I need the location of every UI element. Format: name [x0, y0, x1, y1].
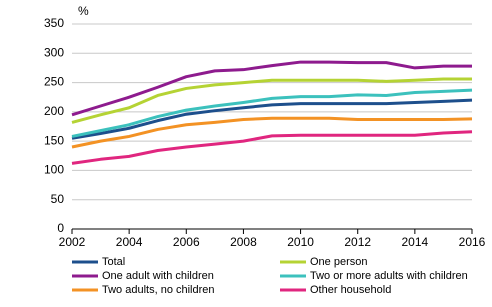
legend-label: Two or more adults with children: [310, 270, 468, 282]
line: [71, 130, 473, 165]
x-tick-label: 2006: [173, 235, 200, 249]
x-tick-label: 2014: [402, 235, 429, 249]
x-tick-label: 2016: [459, 235, 486, 249]
x-tick-label: 2008: [230, 235, 257, 249]
line: [71, 116, 473, 149]
x-tick-label: 2002: [59, 235, 86, 249]
legend-label: One person: [310, 256, 367, 268]
line: [71, 60, 472, 117]
y-tick-label: 150: [44, 133, 64, 147]
x-tick-label: 2010: [287, 235, 314, 249]
line: [71, 77, 472, 124]
legend-label: One adult with children: [102, 270, 214, 282]
y-tick-label: 100: [44, 163, 64, 177]
legend-label: Other household: [310, 284, 391, 296]
y-tick-label: 350: [44, 16, 64, 30]
y-tick-label: 0: [57, 221, 64, 235]
legend-label: Two adults, no children: [102, 284, 215, 296]
y-tick-label: 250: [44, 75, 64, 89]
line: [71, 88, 473, 138]
y-axis-label: %: [78, 4, 89, 18]
y-tick-label: 300: [44, 45, 64, 59]
line: [71, 98, 473, 140]
y-tick-label: 200: [44, 104, 64, 118]
legend-label: Total: [102, 256, 125, 268]
x-tick-label: 2004: [116, 235, 143, 249]
x-tick-label: 2012: [344, 235, 371, 249]
y-tick-label: 50: [51, 192, 65, 206]
